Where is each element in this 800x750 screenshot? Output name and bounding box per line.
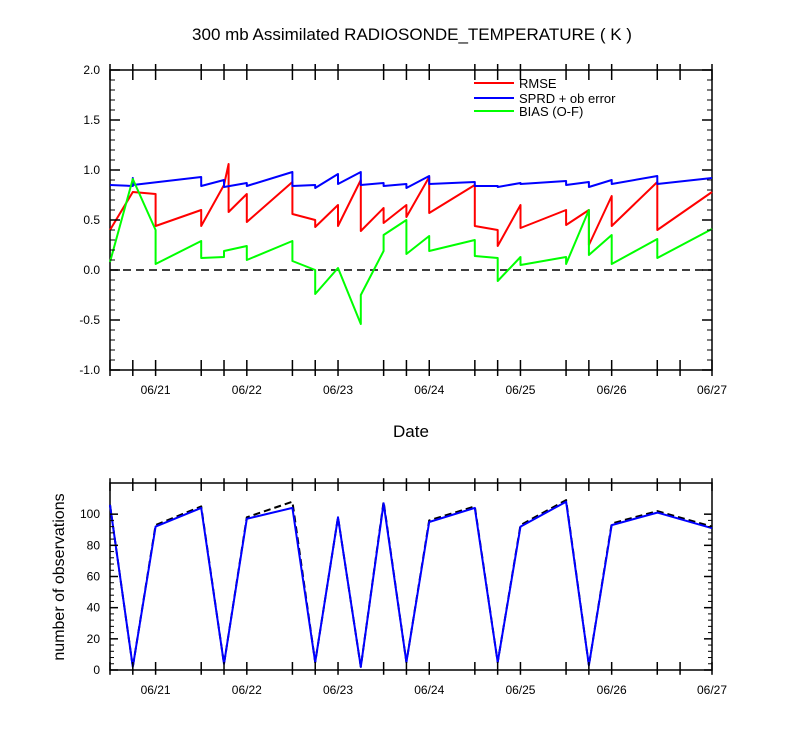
y-tick-label: 2.0	[83, 63, 100, 77]
y-tick-label: -0.5	[79, 313, 100, 327]
y-tick-label: 0	[93, 663, 100, 677]
series-line-bias-o-f-	[109, 178, 713, 325]
x-tick-label: 06/27	[697, 383, 727, 397]
x-tick-label: 06/23	[323, 683, 353, 697]
x-tick-label: 06/21	[141, 383, 171, 397]
bottom-x-axis: 06/21 06/22 06/23 06/24 06/25 06/26 06/27	[109, 478, 727, 697]
legend-label-bias: BIAS (O-F)	[519, 104, 583, 119]
series-line-rmse	[109, 163, 713, 247]
bottom-plot-frame	[109, 482, 713, 671]
legend-label-rmse: RMSE	[519, 76, 557, 91]
x-tick-label: 06/24	[414, 383, 444, 397]
x-tick-label: 06/23	[323, 383, 353, 397]
chart-title: 300 mb Assimilated RADIOSONDE_TEMPERATUR…	[192, 25, 632, 44]
y-tick-label: 100	[80, 507, 100, 521]
y-tick-label: 0.5	[83, 213, 100, 227]
top-x-axis: 06/21 06/22 06/23 06/24 06/25 06/26 06/27	[109, 64, 727, 397]
x-tick-label: 06/21	[141, 683, 171, 697]
top-series-group	[109, 163, 713, 325]
series-line-used	[109, 500, 713, 668]
y-axis-label-observations: number of observations	[51, 493, 68, 660]
series-line-sprd-ob-error	[109, 171, 713, 189]
x-tick-label: 06/25	[505, 683, 535, 697]
x-tick-label: 06/22	[232, 383, 262, 397]
y-tick-label: 1.0	[83, 163, 100, 177]
y-tick-label: 20	[87, 632, 101, 646]
y-tick-label: -1.0	[79, 363, 100, 377]
top-panel: -1.0-0.50.00.51.01.52.0 06/21 06/22 06/23 0…	[79, 63, 727, 441]
y-tick-label: 0.0	[83, 263, 100, 277]
bottom-series-group	[109, 499, 713, 668]
legend: RMSE SPRD + ob error BIAS (O-F)	[474, 76, 616, 119]
x-tick-label: 06/26	[597, 383, 627, 397]
y-tick-label: 40	[87, 601, 101, 615]
x-axis-label: Date	[393, 422, 429, 441]
y-tick-label: 60	[87, 570, 101, 584]
series-line-possible	[109, 499, 713, 668]
x-tick-label: 06/26	[597, 683, 627, 697]
legend-label-sprd: SPRD + ob error	[519, 91, 616, 106]
y-tick-label: 80	[87, 538, 101, 552]
y-tick-label: 1.5	[83, 113, 100, 127]
x-tick-label: 06/27	[697, 683, 727, 697]
top-y-axis: -1.0 -0.5 0.0 0.5 1.0 1.5 2.0	[79, 63, 712, 377]
x-tick-label: 06/22	[232, 683, 262, 697]
bottom-y-axis: 0 20 40 60 80 100	[80, 507, 712, 677]
x-tick-label: 06/25	[505, 383, 535, 397]
x-tick-label: 06/24	[414, 683, 444, 697]
